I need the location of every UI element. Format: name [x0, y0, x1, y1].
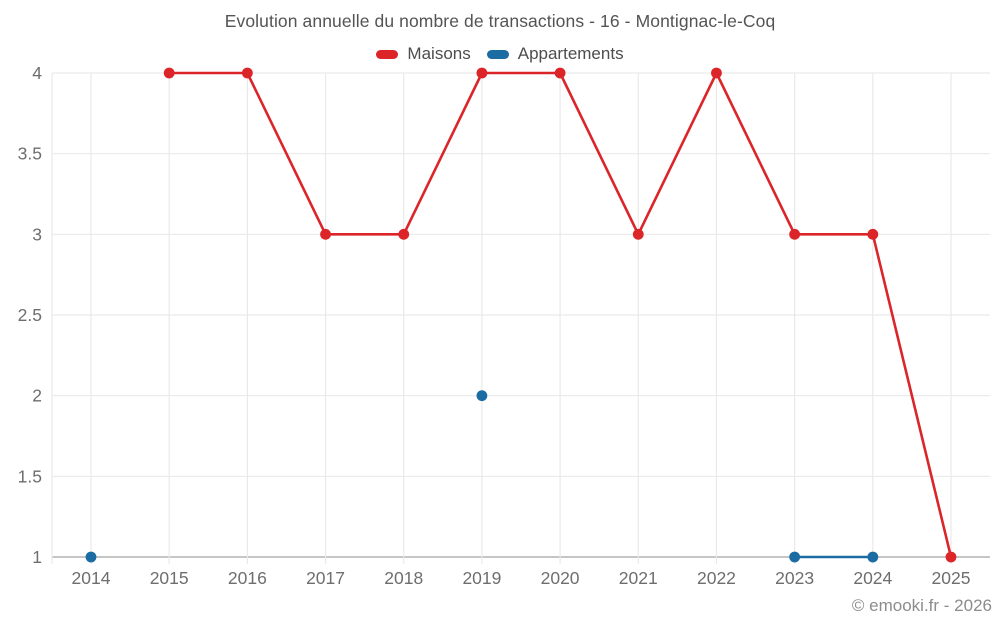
data-point-maisons-2022[interactable] [711, 67, 722, 79]
y-tick-label: 3.5 [18, 144, 42, 164]
x-tick-label: 2019 [462, 568, 501, 588]
data-point-maisons-2015[interactable] [163, 67, 175, 79]
x-tick-label: 2016 [228, 568, 267, 588]
y-tick-label: 2 [32, 386, 42, 406]
legend-label: Maisons [407, 44, 471, 63]
data-point-maisons-2018[interactable] [398, 228, 410, 240]
data-point-maisons-2019[interactable] [476, 67, 488, 79]
data-point-maisons-2017[interactable] [320, 228, 331, 240]
data-point-appartements-2019[interactable] [476, 390, 488, 402]
x-tick-label: 2024 [853, 568, 892, 588]
y-tick-label: 2.5 [18, 305, 42, 325]
y-tick-label: 3 [32, 224, 42, 244]
y-tick-label: 1.5 [18, 466, 42, 486]
legend-label: Appartements [517, 44, 624, 63]
x-tick-label: 2021 [619, 568, 658, 588]
legend-item-appartements[interactable]: Appartements [486, 44, 624, 64]
data-point-maisons-2021[interactable] [632, 228, 644, 240]
y-tick-label: 1 [32, 547, 42, 567]
x-tick-label: 2025 [932, 568, 971, 588]
x-tick-label: 2014 [72, 568, 111, 588]
data-point-appartements-2024[interactable] [867, 551, 879, 563]
x-tick-label: 2018 [384, 568, 423, 588]
legend-swatch-maisons [376, 49, 399, 59]
x-tick-label: 2017 [306, 568, 345, 588]
data-point-maisons-2025[interactable] [945, 551, 957, 563]
data-point-maisons-2024[interactable] [867, 228, 879, 240]
data-point-maisons-2023[interactable] [789, 228, 801, 240]
copyright-credit: © emooki.fr - 2026 [851, 596, 992, 615]
data-point-appartements-2014[interactable] [85, 551, 97, 563]
chart-title: Evolution annuelle du nombre de transact… [224, 11, 776, 31]
x-tick-label: 2022 [697, 568, 736, 588]
data-point-maisons-2016[interactable] [241, 67, 253, 79]
chart-legend: Maisons Appartements [0, 44, 1000, 64]
legend-swatch-appartements [486, 49, 509, 59]
data-point-maisons-2020[interactable] [554, 67, 566, 79]
x-tick-label: 2015 [150, 568, 189, 588]
x-tick-label: 2023 [775, 568, 814, 588]
data-point-appartements-2023[interactable] [789, 551, 801, 563]
x-tick-label: 2020 [541, 568, 580, 588]
y-tick-label: 4 [32, 63, 42, 83]
legend-item-maisons[interactable]: Maisons [376, 44, 471, 64]
